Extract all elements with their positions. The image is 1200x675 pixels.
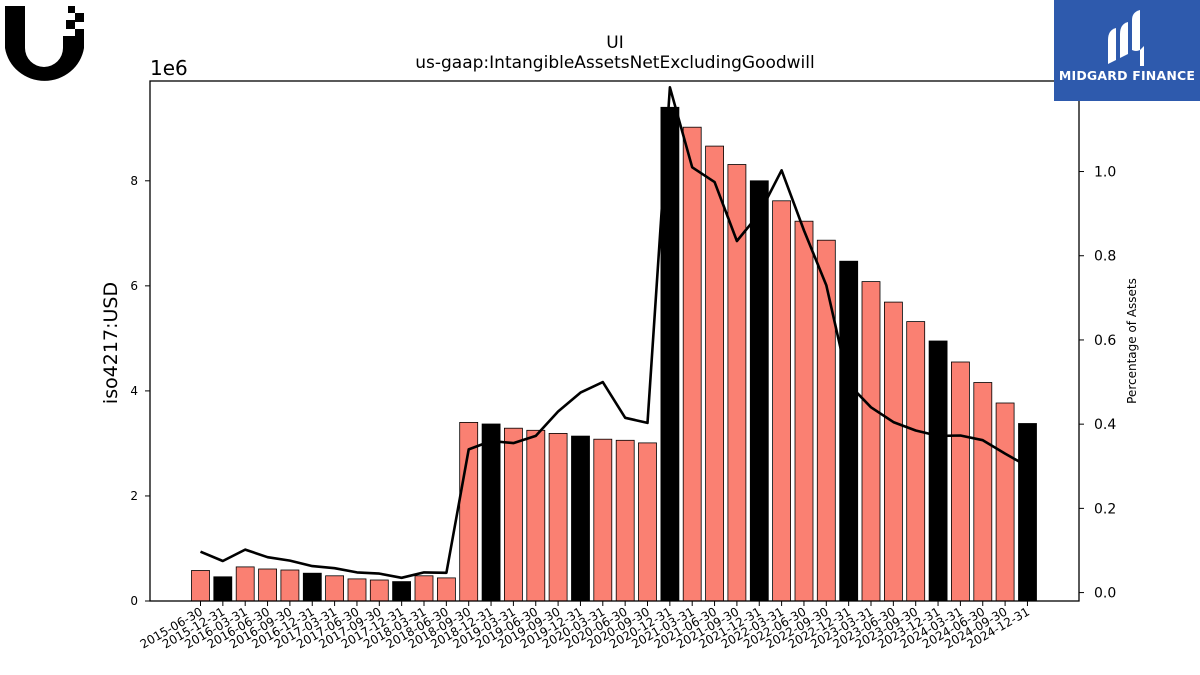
bar-2021-06-30: [705, 145, 724, 602]
y2-tick-label: 0.4: [1094, 417, 1116, 433]
y-tick-label: 0: [130, 594, 138, 608]
bar-2024-03-31: [951, 361, 970, 602]
percentage-line-series: [199, 86, 1029, 580]
midgard-finance-logo: MIDGARD FINANCE: [1054, 0, 1200, 101]
bar-2016-09-30: [280, 569, 300, 602]
y-axis-multiplier: 1e6: [150, 56, 188, 80]
y2-axis-label: Percentage of Assets: [1125, 278, 1139, 404]
bar-2018-03-31: [414, 575, 434, 602]
bar-2021-03-31: [682, 126, 702, 602]
percentage-line: [199, 86, 1029, 580]
plot-frame: [149, 80, 1080, 602]
bar-2019-03-31: [503, 427, 523, 602]
bar-2017-03-31: [325, 575, 345, 602]
bar-2022-06-30: [794, 220, 814, 602]
chart-title: UI: [606, 33, 623, 53]
y-tick-label: 4: [130, 384, 138, 398]
bar-series: [191, 106, 1037, 602]
bar-2022-12-31: [839, 260, 859, 602]
y-tick-label: 2: [130, 489, 138, 503]
y2-tick-label: 0.6: [1094, 333, 1116, 349]
bar-2020-06-30: [615, 439, 635, 602]
y-tick-label: 6: [130, 279, 138, 293]
bar-2017-06-30: [347, 578, 367, 602]
bar-2017-12-31: [392, 581, 412, 602]
bar-2016-12-31: [302, 572, 322, 602]
y2-tick-label: 0.0: [1094, 586, 1116, 602]
bar-2021-09-30: [727, 164, 747, 602]
chart-subtitle: us-gaap:IntangibleAssetsNetExcludingGood…: [415, 53, 814, 73]
bar-2024-09-30: [995, 402, 1015, 602]
bar-2024-12-31: [1018, 423, 1037, 602]
midgard-finance-wordmark: MIDGARD FINANCE: [1058, 68, 1196, 83]
y-axis-label: iso4217:USD: [100, 282, 122, 404]
bar-2020-09-30: [638, 442, 657, 602]
bar-2016-03-31: [235, 566, 255, 602]
y-tick-label: 8: [130, 174, 138, 188]
y2-tick-label: 0.8: [1094, 249, 1116, 265]
ubiquiti-logo: [5, 6, 84, 81]
bar-2022-03-31: [772, 200, 791, 602]
bar-2015-06-30: [191, 570, 210, 602]
bar-2023-12-31: [928, 340, 948, 602]
bar-2024-06-30: [973, 382, 993, 602]
midgard-emblem-icon: [1108, 10, 1144, 66]
bar-2019-06-30: [526, 429, 546, 602]
bar-2022-09-30: [816, 239, 836, 602]
bar-2017-09-30: [369, 579, 389, 602]
bar-2016-06-30: [258, 568, 278, 602]
bar-2019-12-31: [571, 435, 590, 602]
bar-2021-12-31: [749, 180, 769, 602]
y2-tick-label: 1.0: [1094, 165, 1116, 181]
bar-2019-09-30: [548, 432, 568, 602]
bar-2023-09-30: [906, 321, 926, 602]
y2-tick-label: 0.2: [1094, 501, 1116, 517]
bar-2023-06-30: [884, 301, 903, 602]
bar-2015-12-31: [213, 576, 233, 602]
bar-2018-12-31: [481, 423, 501, 602]
bar-2018-06-30: [436, 577, 456, 602]
bar-2020-03-31: [593, 438, 613, 602]
bar-2023-03-31: [861, 281, 881, 602]
